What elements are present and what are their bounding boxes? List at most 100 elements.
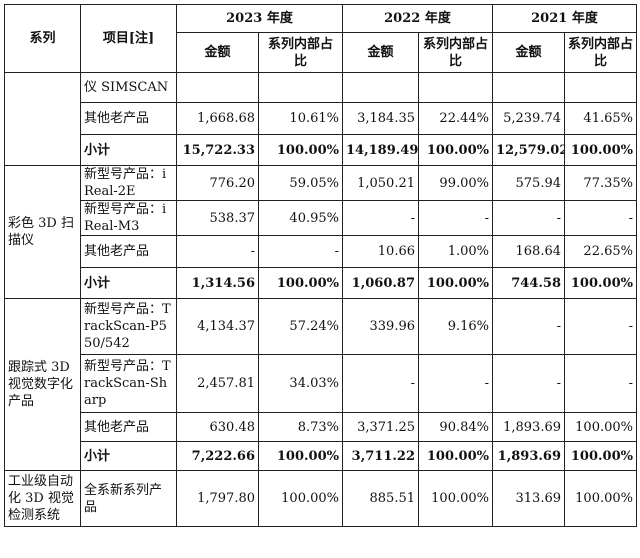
amount-cell: 1,668.68 [176,102,259,135]
header-ratio: 系列内部占比 [564,32,637,73]
table-row: 小计 7,222.66 100.00% 3,711.22 100.00% 1,893.69… [5,441,637,471]
table-row: 其他老产品 - -10.66 1.00% 168.64 22.65% [5,235,637,268]
amount-cell: 10.66 [342,235,419,268]
financial-table: 系列 项目[注] 2023 年度 2022 年度 2021 年度 金额 系列内部… [4,4,637,527]
ratio-cell: 8.73% [258,412,343,442]
subtotal-label: 小计 [80,441,177,471]
ratio-cell: - [418,354,493,413]
item-cell: 新型号产品：iReal-2E [80,165,177,201]
amount-cell: - [176,235,259,268]
ratio-cell: 100.00% [258,470,343,527]
amount-cell: 630.48 [176,412,259,442]
ratio-cell: - [418,200,493,236]
ratio-cell: 100.00% [418,470,493,527]
item-cell: 其他老产品 [80,102,177,135]
ratio-cell [258,72,343,103]
item-cell: 仪 SIMSCAN [80,72,177,103]
amount-cell [492,72,565,103]
series-cell [4,72,81,166]
item-cell: 新型号产品：TrackScan-P550/542 [80,298,177,355]
table-body: 仪 SIMSCAN 其他老产品 1,668.68 10.61% 3,184.35 22.4… [4,72,637,527]
item-cell: 其他老产品 [80,235,177,268]
item-cell: 新型号产品：TrackScan-Sharp [80,354,177,413]
table-row: 其他老产品 1,668.68 10.61% 3,184.35 22.44% 5,239.7… [5,102,637,135]
header-series: 系列 [4,4,81,73]
header-year-2021: 2021 年度 [492,4,637,33]
header-item: 项目[注] [80,4,177,73]
ratio-cell: 57.24% [258,298,343,355]
header-amount: 金额 [176,32,259,73]
amount-cell: 168.64 [492,235,565,268]
ratio-cell: 22.44% [418,102,493,135]
ratio-cell: 100.00% [564,134,637,166]
amount-cell: - [492,354,565,413]
header-ratio: 系列内部占比 [258,32,343,73]
ratio-cell: 10.61% [258,102,343,135]
amount-cell: 885.51 [342,470,419,527]
amount-cell: - [492,298,565,355]
ratio-cell: 9.16% [418,298,493,355]
header-amount: 金额 [342,32,419,73]
ratio-cell: 100.00% [564,470,637,527]
ratio-cell: 59.05% [258,165,343,201]
ratio-cell: 100.00% [418,441,493,471]
subtotal-label: 小计 [80,267,177,299]
amount-cell: - [342,200,419,236]
ratio-cell: 77.35% [564,165,637,201]
amount-cell: 2,457.81 [176,354,259,413]
amount-cell [342,72,419,103]
series-cell: 跟踪式 3D 视觉数字化产品 [4,298,81,471]
amount-cell: 1,060.87 [342,267,419,299]
ratio-cell: 100.00% [418,134,493,166]
amount-cell: 7,222.66 [176,441,259,471]
amount-cell: 538.37 [176,200,259,236]
amount-cell: - [342,354,419,413]
table-row: 其他老产品 630.48 8.73% 3,371.25 90.84% 1,893.69 10… [5,412,637,442]
amount-cell: 15,722.33 [176,134,259,166]
ratio-cell: 41.65% [564,102,637,135]
header-year-2022: 2022 年度 [342,4,493,33]
amount-cell: 5,239.74 [492,102,565,135]
amount-cell: 1,893.69 [492,441,565,471]
table-row: 新型号产品：TrackScan-Sharp 2,457.81 34.03% - - - - [5,354,637,413]
amount-cell: 1,797.80 [176,470,259,527]
amount-cell: 339.96 [342,298,419,355]
ratio-cell: - [564,354,637,413]
amount-cell: 3,711.22 [342,441,419,471]
ratio-cell: 100.00% [258,134,343,166]
series-cell: 工业级自动化 3D 视觉检测系统 [4,470,81,527]
ratio-cell: 99.00% [418,165,493,201]
header-ratio: 系列内部占比 [418,32,493,73]
item-cell: 其他老产品 [80,412,177,442]
ratio-cell: 100.00% [258,441,343,471]
amount-cell: 3,371.25 [342,412,419,442]
amount-cell: 1,314.56 [176,267,259,299]
ratio-cell [418,72,493,103]
amount-cell: 1,050.21 [342,165,419,201]
table-row: 跟踪式 3D 视觉数字化产品 新型号产品：TrackScan-P550/542 4,… [4,298,637,471]
ratio-cell: - [564,298,637,355]
ratio-cell: 34.03% [258,354,343,413]
table-row: 彩色 3D 扫描仪 新型号产品：iReal-2E 776.20 59.05% 1,050… [4,165,637,299]
ratio-cell: - [258,235,343,268]
amount-cell: 4,134.37 [176,298,259,355]
ratio-cell: 100.00% [258,267,343,299]
ratio-cell: 100.00% [564,267,637,299]
item-cell: 全系新系列产品 [80,470,177,527]
table-row: 工业级自动化 3D 视觉检测系统 全系新系列产品 1,797.80 100.00% 88… [4,470,637,527]
ratio-cell: 40.95% [258,200,343,236]
amount-cell: 14,189.49 [342,134,419,166]
series-cell: 彩色 3D 扫描仪 [4,165,81,299]
amount-cell: 313.69 [492,470,565,527]
ratio-cell: 100.00% [564,412,637,442]
table-row: 小计 1,314.56 100.00% 1,060.87 100.00% 744.58 10… [5,267,637,299]
ratio-cell: - [564,200,637,236]
amount-cell: 776.20 [176,165,259,201]
amount-cell: 744.58 [492,267,565,299]
amount-cell: 575.94 [492,165,565,201]
amount-cell: 12,579.02 [492,134,565,166]
amount-cell: 3,184.35 [342,102,419,135]
amount-cell: - [492,200,565,236]
subtotal-label: 小计 [80,134,177,166]
ratio-cell: 22.65% [564,235,637,268]
